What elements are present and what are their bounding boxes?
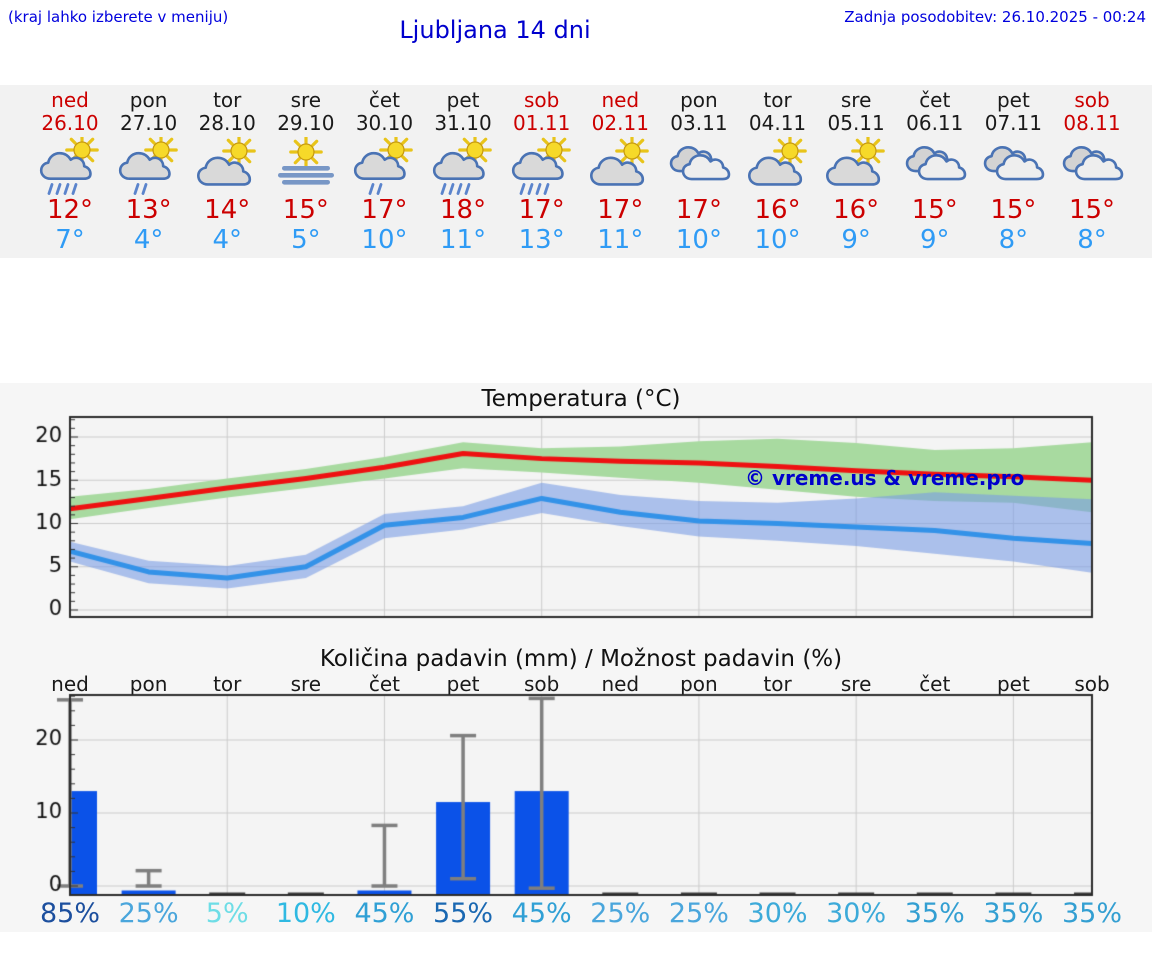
day-name-label: tor bbox=[763, 88, 792, 112]
day-name-label: pet bbox=[996, 88, 1030, 112]
day-date-label: 03.11 bbox=[670, 111, 728, 135]
sun-cloud-icon bbox=[746, 134, 810, 195]
day-name-label: ned bbox=[51, 88, 89, 112]
day-date-label: 07.11 bbox=[984, 111, 1042, 135]
day-name-label: pet bbox=[446, 88, 480, 112]
forecast-strip: ned 26.10 12° 7° pon 27.10 13° 4° tor 28.10 14° 4° s… bbox=[0, 85, 1152, 258]
max-temperature-value: 17° bbox=[597, 195, 644, 225]
min-temperature-value: 8° bbox=[998, 225, 1029, 255]
day-name-label: sob bbox=[1074, 88, 1110, 112]
max-temperature-value: 15° bbox=[1068, 195, 1116, 225]
day-date-label: 29.10 bbox=[277, 111, 335, 135]
precipitation-probability-value: 45% bbox=[354, 898, 415, 929]
min-temperature-value: 11° bbox=[440, 225, 487, 255]
max-temperature-value: 15° bbox=[990, 195, 1037, 225]
day-name-label: pon bbox=[680, 88, 718, 112]
min-temperature-value: 9° bbox=[919, 225, 950, 255]
day-date-label: 26.10 bbox=[41, 111, 99, 135]
precipitation-probability-value: 85% bbox=[39, 898, 100, 929]
max-temperature-value: 17° bbox=[361, 195, 408, 225]
day-name-label: čet bbox=[919, 88, 951, 112]
sun-cloud-heavy-rain-icon bbox=[431, 133, 495, 195]
day-date-label: 08.11 bbox=[1063, 111, 1121, 135]
clouds-icon bbox=[1060, 137, 1124, 195]
precipitation-probability-value: 45% bbox=[511, 898, 572, 929]
min-temperature-value: 13° bbox=[518, 225, 565, 255]
min-temperature-value: 4° bbox=[212, 225, 242, 255]
min-temperature-value: 10° bbox=[754, 225, 801, 255]
precipitation-probability-value: 35% bbox=[983, 898, 1044, 929]
precipitation-probability-value: 25% bbox=[590, 898, 651, 929]
page-title: Ljubljana 14 dni bbox=[399, 16, 591, 44]
min-temperature-value: 7° bbox=[55, 225, 85, 255]
sun-cloud-icon bbox=[588, 134, 652, 195]
max-temperature-value: 15° bbox=[282, 195, 329, 225]
precipitation-probability-value: 25% bbox=[668, 898, 729, 929]
min-temperature-value: 11° bbox=[597, 225, 644, 255]
precipitation-probability-value: 35% bbox=[1061, 898, 1122, 929]
day-name-label: tor bbox=[213, 88, 242, 112]
day-date-label: 30.10 bbox=[355, 111, 414, 135]
day-name-label: sre bbox=[840, 88, 872, 112]
sun-cloud-heavy-rain-icon bbox=[38, 133, 102, 195]
day-date-label: 01.11 bbox=[513, 111, 571, 135]
sun-cloud-light-rain-icon bbox=[117, 133, 181, 195]
precipitation-probability-value: 5% bbox=[205, 898, 249, 929]
day-date-label: 04.11 bbox=[748, 111, 807, 135]
min-temperature-value: 10° bbox=[361, 225, 408, 255]
day-name-label: ned bbox=[601, 88, 640, 112]
max-temperature-value: 18° bbox=[440, 195, 487, 225]
clouds-icon bbox=[981, 137, 1045, 195]
min-temperature-value: 9° bbox=[841, 225, 871, 255]
min-temperature-value: 10° bbox=[675, 225, 722, 255]
precipitation-probability-value: 30% bbox=[826, 898, 887, 929]
watermark-text: © vreme.us & vreme.pro bbox=[745, 466, 1025, 490]
temperature-chart-title: Temperatura (°C) bbox=[481, 386, 681, 412]
fog-sun-icon bbox=[274, 135, 338, 195]
precipitation-probability-value: 25% bbox=[118, 898, 179, 929]
min-temperature-value: 8° bbox=[1077, 225, 1107, 255]
precipitation-probability-value: 10% bbox=[275, 898, 336, 929]
max-temperature-value: 13° bbox=[125, 195, 172, 225]
day-name-label: pon bbox=[129, 88, 168, 112]
sun-cloud-icon bbox=[824, 134, 888, 195]
precipitation-probability-value: 30% bbox=[747, 898, 808, 929]
max-temperature-value: 12° bbox=[46, 195, 94, 225]
day-date-label: 27.10 bbox=[119, 111, 178, 135]
last-updated-text: Zadnja posodobitev: 26.10.2025 - 00:24 bbox=[844, 8, 1146, 26]
day-name-label: sob bbox=[524, 88, 560, 112]
precipitation-probability-value: 55% bbox=[433, 898, 494, 929]
max-temperature-value: 14° bbox=[204, 195, 251, 225]
day-date-label: 06.11 bbox=[906, 111, 964, 135]
max-temperature-value: 16° bbox=[833, 195, 880, 225]
max-temperature-value: 17° bbox=[675, 195, 722, 225]
max-temperature-value: 16° bbox=[754, 195, 801, 225]
min-temperature-value: 4° bbox=[133, 225, 164, 255]
max-temperature-value: 17° bbox=[518, 195, 565, 225]
precipitation-chart-title: Količina padavin (mm) / Možnost padavin … bbox=[319, 646, 843, 672]
temperature-chart-canvas bbox=[0, 410, 1152, 642]
menu-hint-text: (kraj lahko izberete v meniju) bbox=[8, 8, 229, 26]
sun-cloud-light-rain-icon bbox=[352, 133, 416, 195]
precipitation-chart-canvas bbox=[0, 688, 1152, 903]
sun-cloud-icon bbox=[195, 134, 259, 195]
clouds-icon bbox=[667, 137, 731, 195]
day-date-label: 05.11 bbox=[827, 111, 885, 135]
clouds-icon bbox=[903, 137, 967, 195]
day-date-label: 31.10 bbox=[434, 111, 492, 135]
sun-cloud-heavy-rain-icon bbox=[510, 133, 574, 195]
precipitation-probability-value: 35% bbox=[904, 898, 965, 929]
day-date-label: 28.10 bbox=[198, 111, 256, 135]
day-date-label: 02.11 bbox=[591, 111, 649, 135]
day-name-label: sre bbox=[290, 88, 322, 112]
min-temperature-value: 5° bbox=[291, 225, 321, 255]
max-temperature-value: 15° bbox=[911, 195, 958, 225]
day-name-label: čet bbox=[368, 88, 401, 112]
